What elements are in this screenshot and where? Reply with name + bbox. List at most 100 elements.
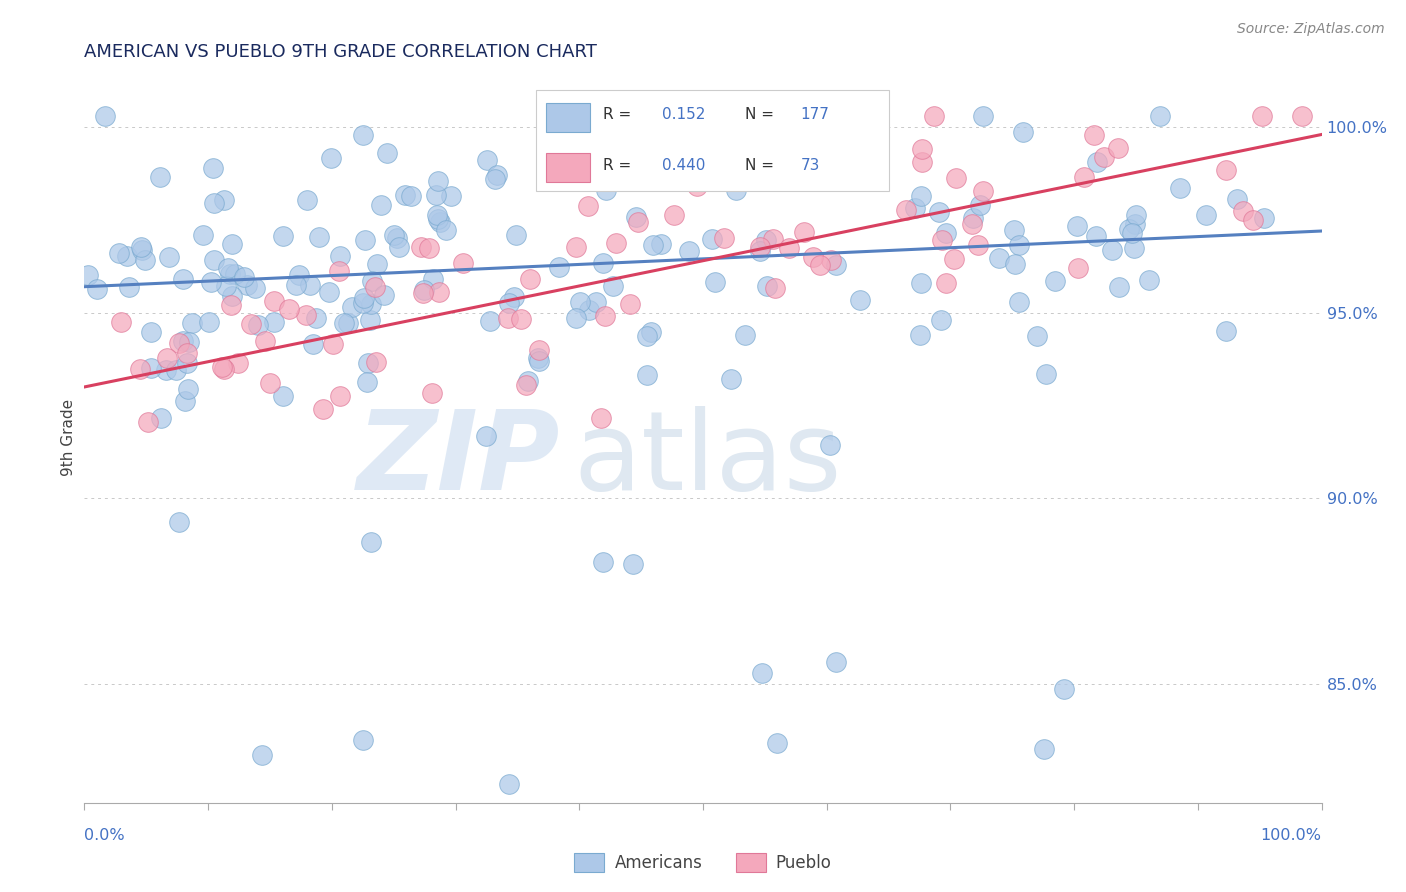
- Point: [1108, 279, 1130, 293]
- Point: [529, 343, 551, 358]
- Point: [801, 251, 824, 265]
- Point: [475, 429, 498, 443]
- Point: [226, 356, 249, 370]
- Point: [496, 310, 519, 325]
- Point: [167, 335, 190, 350]
- Point: [621, 557, 644, 571]
- Point: [1073, 170, 1095, 185]
- Point: [200, 275, 222, 289]
- Point: [426, 211, 449, 226]
- Point: [924, 109, 946, 123]
- Point: [352, 733, 374, 747]
- Point: [165, 362, 187, 376]
- Text: 100.0%: 100.0%: [1261, 829, 1322, 844]
- Point: [478, 314, 501, 328]
- Point: [1067, 260, 1090, 275]
- Point: [931, 313, 953, 327]
- Point: [1092, 150, 1115, 164]
- Point: [155, 362, 177, 376]
- Point: [219, 298, 242, 312]
- Text: R =: R =: [603, 158, 636, 173]
- Point: [364, 355, 387, 369]
- Point: [519, 272, 541, 286]
- Point: [297, 193, 319, 207]
- Point: [172, 272, 194, 286]
- Point: [427, 285, 450, 300]
- Point: [837, 111, 859, 125]
- Point: [239, 318, 262, 332]
- Point: [136, 415, 159, 429]
- Point: [1101, 243, 1123, 257]
- Point: [503, 290, 526, 304]
- Point: [204, 252, 226, 267]
- Point: [565, 240, 588, 254]
- Point: [972, 184, 994, 198]
- Point: [115, 249, 138, 263]
- Point: [129, 361, 152, 376]
- Point: [420, 385, 443, 400]
- Point: [259, 376, 281, 390]
- Point: [505, 227, 527, 242]
- Point: [139, 361, 162, 376]
- Point: [375, 146, 398, 161]
- Point: [108, 246, 131, 260]
- Point: [942, 252, 965, 267]
- Point: [131, 243, 153, 257]
- Point: [451, 256, 474, 270]
- Point: [808, 258, 831, 272]
- Point: [1195, 208, 1218, 222]
- Point: [806, 120, 828, 134]
- Point: [243, 281, 266, 295]
- Point: [387, 240, 409, 254]
- Point: [477, 153, 499, 168]
- Point: [751, 666, 773, 681]
- Point: [176, 346, 198, 360]
- Point: [679, 160, 702, 174]
- Point: [278, 302, 301, 317]
- Point: [1107, 141, 1129, 155]
- Point: [394, 188, 416, 202]
- Point: [1226, 192, 1249, 206]
- Point: [328, 264, 350, 278]
- Point: [285, 277, 308, 292]
- Point: [382, 228, 405, 243]
- Point: [762, 232, 785, 246]
- Point: [329, 249, 352, 263]
- FancyBboxPatch shape: [536, 90, 889, 191]
- Point: [820, 438, 842, 452]
- Point: [619, 297, 641, 311]
- Point: [498, 777, 520, 791]
- Point: [1121, 226, 1143, 240]
- Point: [429, 215, 451, 229]
- Point: [589, 411, 612, 425]
- Point: [969, 197, 991, 211]
- Point: [678, 244, 700, 259]
- Point: [928, 205, 950, 219]
- Point: [593, 309, 616, 323]
- Point: [664, 208, 686, 222]
- Point: [172, 334, 194, 348]
- Point: [253, 334, 276, 348]
- Point: [425, 187, 447, 202]
- Point: [288, 268, 311, 282]
- Point: [212, 193, 235, 207]
- Text: 0.152: 0.152: [662, 107, 706, 122]
- Point: [271, 388, 294, 402]
- Point: [221, 288, 243, 302]
- Point: [118, 280, 141, 294]
- Point: [578, 302, 600, 317]
- Point: [619, 168, 641, 182]
- Point: [765, 736, 787, 750]
- Point: [149, 169, 172, 184]
- Point: [167, 515, 190, 529]
- Point: [585, 295, 607, 310]
- Point: [263, 294, 285, 309]
- Point: [352, 296, 374, 310]
- Point: [385, 230, 408, 244]
- Point: [756, 279, 779, 293]
- Point: [517, 374, 540, 388]
- Point: [295, 308, 318, 322]
- Point: [157, 250, 180, 264]
- Point: [252, 747, 274, 762]
- Point: [515, 377, 537, 392]
